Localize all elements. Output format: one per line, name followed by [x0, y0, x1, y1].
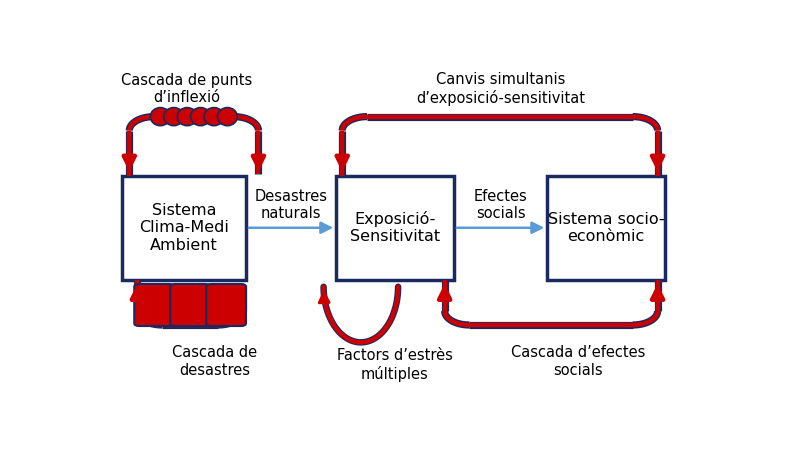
Ellipse shape — [177, 108, 197, 126]
FancyBboxPatch shape — [207, 284, 246, 326]
FancyBboxPatch shape — [122, 176, 246, 280]
FancyBboxPatch shape — [336, 176, 454, 280]
Text: Sistema
Clima-Medi
Ambient: Sistema Clima-Medi Ambient — [139, 203, 229, 253]
FancyBboxPatch shape — [171, 284, 210, 326]
Ellipse shape — [191, 108, 211, 126]
Ellipse shape — [164, 108, 183, 126]
Text: Cascada de
desastres: Cascada de desastres — [172, 345, 258, 377]
FancyBboxPatch shape — [135, 284, 174, 326]
Ellipse shape — [204, 108, 224, 126]
Text: Efectes
socials: Efectes socials — [473, 189, 527, 221]
Text: Canvis simultanis
d’exposició-sensitivitat: Canvis simultanis d’exposició-sensitivit… — [416, 72, 585, 106]
Text: Cascada d’efectes
socials: Cascada d’efectes socials — [511, 345, 646, 377]
Text: Desastres
naturals: Desastres naturals — [255, 189, 328, 221]
Ellipse shape — [151, 108, 171, 126]
Text: Exposició-
Sensitivitat: Exposició- Sensitivitat — [350, 211, 440, 244]
Ellipse shape — [217, 108, 237, 126]
FancyBboxPatch shape — [547, 176, 665, 280]
Text: Cascada de punts
d’inflexió: Cascada de punts d’inflexió — [122, 73, 252, 105]
Text: Factors d’estrès
múltiples: Factors d’estrès múltiples — [337, 348, 453, 382]
Text: Sistema socio-
econòmic: Sistema socio- econòmic — [548, 212, 664, 244]
